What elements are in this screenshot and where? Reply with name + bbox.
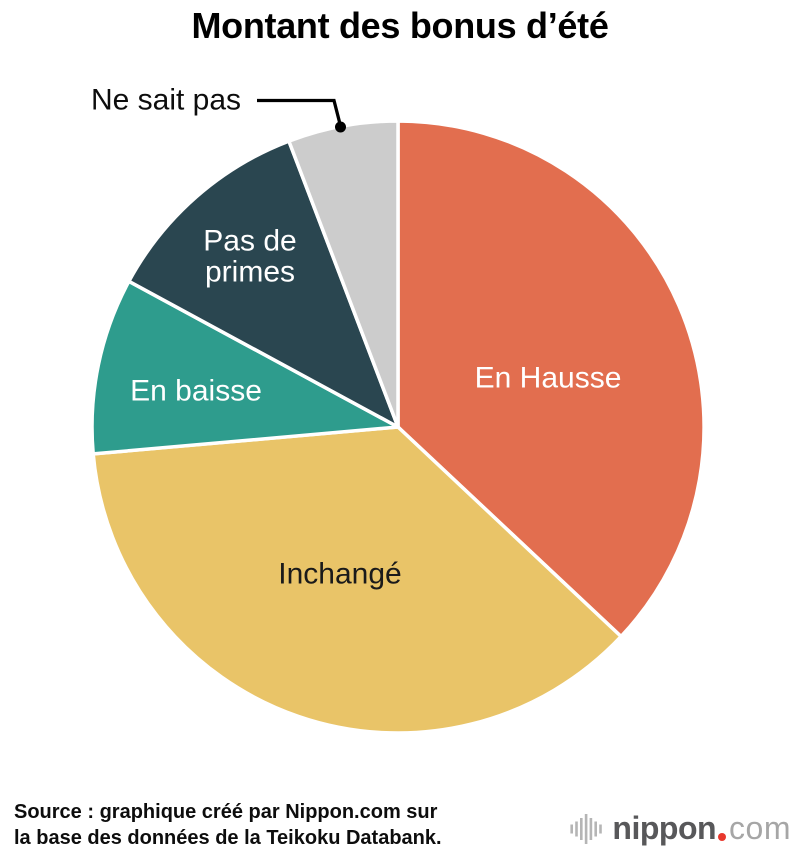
nippon-logo: nippon com (570, 810, 791, 847)
soundwave-icon (570, 813, 603, 844)
source-line-1: Source : graphique créé par Nippon.com s… (14, 801, 438, 823)
callout-dot (335, 121, 346, 133)
slice-label-en-hausse: En Hausse (475, 362, 622, 395)
pie-slice-en-baisse (90, 279, 400, 456)
logo-wordmark: nippon (612, 810, 717, 846)
logo-dot-icon (718, 833, 727, 841)
pie-slice-en-hausse (396, 119, 706, 639)
pie-slice-inchang- (91, 425, 623, 735)
slice-label-pas-de-primes: Pas de primes (203, 225, 296, 289)
slice-label-en-baisse: En baisse (130, 375, 262, 408)
source-line-2: la base des données de la Teikoku Databa… (14, 827, 442, 849)
chart-title: Montant des bonus d’été (191, 5, 609, 46)
callout-line (257, 98, 342, 125)
slice-label-ne-sait-pas: Ne sait pas (91, 84, 241, 117)
logo-tld: com (729, 810, 791, 846)
slice-label-inchang-: Inchangé (278, 558, 401, 591)
pie-slice-pas-de-primes (127, 139, 400, 429)
source-note: Source : graphique créé par Nippon.com s… (14, 799, 442, 851)
